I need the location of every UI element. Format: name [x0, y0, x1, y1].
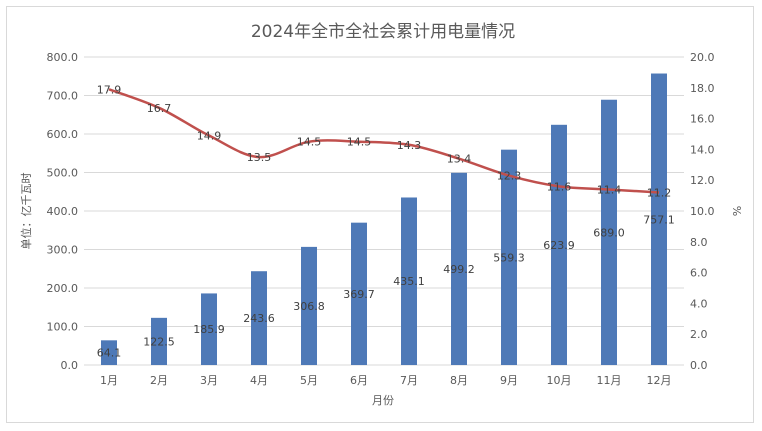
bar [501, 149, 517, 365]
bar-data-label: 757.1 [643, 213, 675, 226]
y2-tick-label: 2.0 [690, 328, 708, 341]
x-tick-label: 2月 [150, 374, 168, 387]
y-tick-label: 800.0 [47, 51, 79, 64]
y2-tick-label: 16.0 [690, 113, 715, 126]
bar-data-label: 306.8 [293, 300, 325, 313]
y2-tick-label: 20.0 [690, 51, 715, 64]
y2-tick-label: 4.0 [690, 297, 708, 310]
bar [201, 293, 217, 365]
y-tick-label: 400.0 [47, 205, 79, 218]
y2-tick-label: 8.0 [690, 236, 708, 249]
x-tick-label: 5月 [300, 374, 318, 387]
x-tick-label: 11月 [597, 374, 622, 387]
line-data-label: 14.9 [197, 130, 222, 143]
y-tick-label: 700.0 [47, 90, 79, 103]
x-tick-label: 8月 [450, 374, 468, 387]
bar-data-label: 689.0 [593, 226, 625, 239]
x-tick-label: 1月 [100, 374, 118, 387]
gridlines [84, 56, 684, 366]
line-data-label: 13.4 [447, 153, 472, 166]
bar [401, 197, 417, 365]
x-tick-label: 7月 [400, 374, 418, 387]
x-axis-title: 月份 [372, 394, 394, 407]
chart-frame [6, 6, 754, 423]
line-data-label: 17.9 [97, 83, 122, 96]
y2-tick-label: 6.0 [690, 267, 708, 280]
x-tick-label: 10月 [547, 374, 572, 387]
left-axis-ticks: 0.0 100.0 200.0 300.0 400.0 500.0 600.0 700.0 80… [47, 51, 79, 372]
bar-data-label: 185.9 [193, 323, 225, 336]
y-tick-label: 200.0 [47, 282, 79, 295]
line-data-label: 14.3 [397, 139, 422, 152]
line-data-label: 11.2 [647, 187, 672, 200]
x-tick-label: 9月 [500, 374, 518, 387]
bar [151, 317, 167, 365]
y2-axis-title: % [730, 206, 743, 216]
bar-data-label: 435.1 [393, 275, 425, 288]
bar-data-label: 243.6 [243, 312, 275, 325]
x-tick-label: 12月 [647, 374, 672, 387]
bar-data-label: 559.3 [493, 251, 525, 264]
line-data-label: 11.4 [597, 183, 622, 196]
bar [251, 271, 267, 365]
line-data-label: 14.5 [297, 136, 322, 149]
y2-tick-label: 12.0 [690, 174, 715, 187]
bar-series [101, 73, 667, 366]
growth-line [108, 88, 660, 194]
line-series [108, 88, 660, 194]
line-data-label: 11.6 [547, 180, 572, 193]
y2-tick-label: 18.0 [690, 82, 715, 95]
y-tick-label: 100.0 [47, 321, 79, 334]
y2-tick-label: 0.0 [690, 359, 708, 372]
bar-data-label: 122.5 [143, 335, 175, 348]
line-data-label: 13.5 [247, 151, 272, 164]
bar [351, 222, 367, 365]
line-data-label: 14.5 [347, 136, 372, 149]
bar-data-label: 64.1 [97, 347, 122, 360]
x-tick-label: 3月 [200, 374, 218, 387]
line-data-label: 16.7 [147, 102, 172, 115]
bar [651, 73, 667, 365]
right-axis-ticks: 0.0 2.0 4.0 6.0 8.0 10.0 12.0 14.0 16.0 18.0 20.0 [690, 51, 715, 372]
x-tick-label: 6月 [350, 374, 368, 387]
chart-title: 2024年全市全社会累计用电量情况 [251, 22, 515, 42]
y-tick-label: 0.0 [61, 359, 79, 372]
bar [101, 340, 117, 365]
x-axis-ticks: 1月 2月 3月 4月 5月 6月 7月 8月 9月 10月 11月 12月 [100, 374, 672, 387]
bar [451, 172, 467, 365]
bar [601, 99, 617, 366]
line-data-label: 12.3 [497, 170, 522, 183]
y2-tick-label: 10.0 [690, 205, 715, 218]
data-labels: 64.1 122.5 185.9 243.6 306.8 369.7 435.1 499.2 5… [97, 83, 675, 359]
y-tick-label: 300.0 [47, 244, 79, 257]
bar-data-label: 369.7 [343, 288, 375, 301]
bar [301, 246, 317, 365]
y-tick-label: 600.0 [47, 128, 79, 141]
y2-tick-label: 14.0 [690, 143, 715, 156]
y-tick-label: 500.0 [47, 167, 79, 180]
bar-data-label: 499.2 [443, 263, 475, 276]
bar-data-label: 623.9 [543, 239, 575, 252]
y-axis-title: 单位：亿千瓦时 [19, 173, 33, 250]
x-tick-label: 4月 [250, 374, 268, 387]
